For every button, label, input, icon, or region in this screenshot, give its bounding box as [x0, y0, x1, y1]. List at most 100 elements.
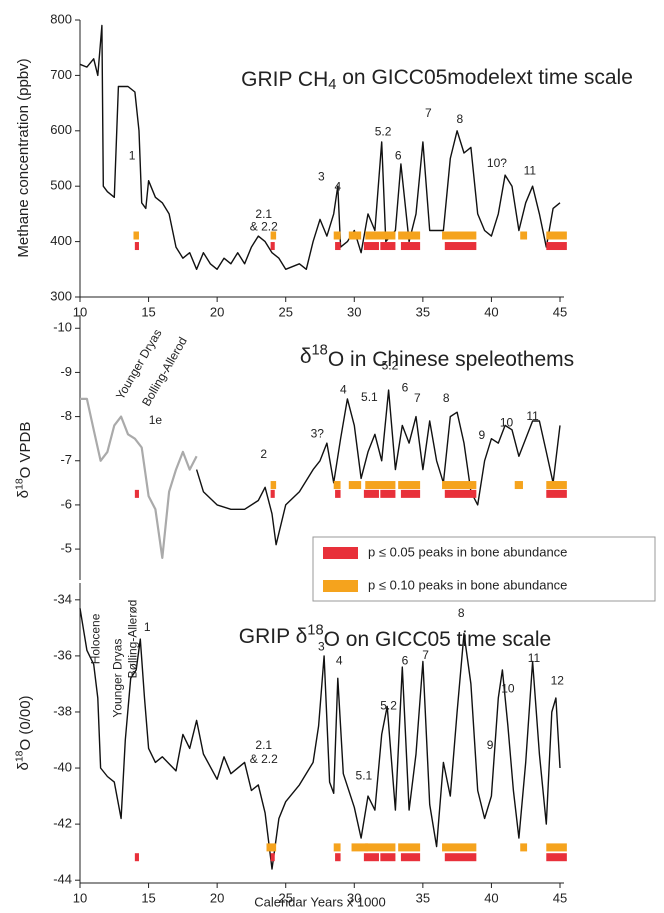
- y-axis-label: Methane concentration (ppbv): [15, 58, 32, 257]
- x-tick-label: 25: [278, 890, 292, 905]
- peak-bar: [398, 481, 421, 490]
- peak-bar: [398, 231, 421, 240]
- panel-title: GRIP CH4 on GICC05modelext time scale: [241, 65, 633, 93]
- y-axis-label: δ18O (0/00): [13, 695, 34, 770]
- y-tick-label: -8: [60, 408, 72, 423]
- peak-bar: [365, 231, 396, 240]
- x-tick-label: 20: [210, 304, 224, 319]
- annotation: 5.1: [361, 390, 378, 404]
- annotation: 6: [395, 148, 402, 162]
- peak-bar: [380, 242, 396, 251]
- peak-bar: [546, 853, 567, 862]
- text-segment: O in Chinese speleothems: [328, 347, 574, 370]
- annotation: 11: [526, 409, 539, 423]
- annotation: 6: [402, 380, 409, 394]
- x-tick-label: 15: [141, 304, 155, 319]
- peak-bar: [365, 481, 396, 490]
- annotation: 3?: [311, 426, 325, 440]
- legend-label: p ≤ 0.05 peaks in bone abundance: [368, 544, 567, 559]
- annotation: Younger Dryas: [111, 639, 125, 718]
- annotation: 6: [402, 654, 409, 668]
- annotation: 3: [318, 640, 325, 654]
- x-tick-label: 45: [553, 304, 567, 319]
- peak-bar: [442, 481, 477, 490]
- legend-swatch: [323, 580, 358, 592]
- peak-bar: [442, 843, 477, 852]
- x-tick-label: 35: [416, 304, 430, 319]
- data-line: [195, 389, 561, 546]
- text-segment: Methane concentration (ppbv): [15, 58, 32, 257]
- peak-bar: [270, 231, 277, 240]
- annotation: 8: [443, 391, 450, 405]
- annotation: 10: [500, 415, 514, 429]
- peak-bar: [363, 853, 379, 862]
- annotation: 3: [318, 170, 325, 184]
- annotation: 7: [414, 391, 421, 405]
- annotation: 1: [129, 148, 136, 162]
- y-tick-label: -10: [53, 320, 72, 335]
- peak-bar: [270, 242, 275, 251]
- y-tick-label: -7: [60, 452, 72, 467]
- annotation: & 2.2: [250, 219, 278, 233]
- x-tick-label: 40: [484, 890, 498, 905]
- peak-bar: [134, 242, 139, 251]
- peak-bar: [351, 843, 368, 852]
- annotation: 7: [425, 106, 432, 120]
- y-tick-label: -5: [60, 541, 72, 556]
- peak-bar: [333, 231, 341, 240]
- text-segment: O on GICC05 time scale: [324, 627, 552, 650]
- peak-bar: [546, 231, 567, 240]
- x-axis-label: Calendar Years x 1000: [254, 894, 386, 909]
- peak-bar: [444, 853, 477, 862]
- annotation: 8: [458, 606, 465, 620]
- annotation: 8: [457, 112, 464, 126]
- peak-bar: [270, 853, 275, 862]
- text-segment: 18: [312, 342, 328, 358]
- peak-bar: [380, 853, 396, 862]
- y-tick-label: -9: [60, 364, 72, 379]
- peak-bar: [514, 481, 523, 490]
- y-tick-label: 400: [50, 233, 72, 248]
- peak-bar: [546, 843, 567, 852]
- peak-bar: [520, 843, 528, 852]
- peak-bar: [363, 489, 379, 498]
- peak-bar: [134, 853, 139, 862]
- legend-label: p ≤ 0.10 peaks in bone abundance: [368, 577, 567, 592]
- text-segment: δ: [15, 762, 32, 770]
- peak-bar: [400, 489, 421, 498]
- annotation: 7: [422, 648, 429, 662]
- peak-bar: [546, 481, 567, 490]
- annotation: 5.2: [380, 699, 397, 713]
- peak-bar: [365, 843, 396, 852]
- x-tick-label: 10: [73, 890, 87, 905]
- annotation: 10?: [487, 156, 507, 170]
- peak-bar: [266, 843, 277, 852]
- peak-bar: [335, 489, 341, 498]
- text-segment: GRIP δ: [239, 625, 308, 648]
- text-segment: 18: [13, 478, 25, 490]
- annotation: 5.1: [356, 769, 373, 783]
- peak-bar: [398, 843, 421, 852]
- peak-bar: [134, 489, 139, 498]
- peak-bar: [546, 489, 567, 498]
- annotation: 9: [478, 428, 485, 442]
- text-segment: δ: [15, 490, 32, 498]
- data-line: [80, 397, 198, 559]
- annotation: & 2.2: [250, 752, 278, 766]
- annotation: 1e: [149, 413, 163, 427]
- annotation: 5.2: [375, 125, 392, 139]
- text-segment: GRIP CH: [241, 68, 328, 91]
- text-segment: 4: [328, 77, 336, 93]
- x-tick-label: 45: [553, 890, 567, 905]
- annotation: 2: [260, 447, 267, 461]
- text-segment: O VPDB: [17, 422, 34, 479]
- y-tick-label: 500: [50, 178, 72, 193]
- peak-bar: [348, 481, 362, 490]
- peak-bar: [270, 481, 277, 490]
- x-tick-label: 20: [210, 890, 224, 905]
- y-tick-label: 800: [50, 11, 72, 26]
- x-tick-label: 15: [141, 890, 155, 905]
- x-tick-label: 35: [416, 890, 430, 905]
- y-axis-label: δ18O VPDB: [13, 422, 34, 499]
